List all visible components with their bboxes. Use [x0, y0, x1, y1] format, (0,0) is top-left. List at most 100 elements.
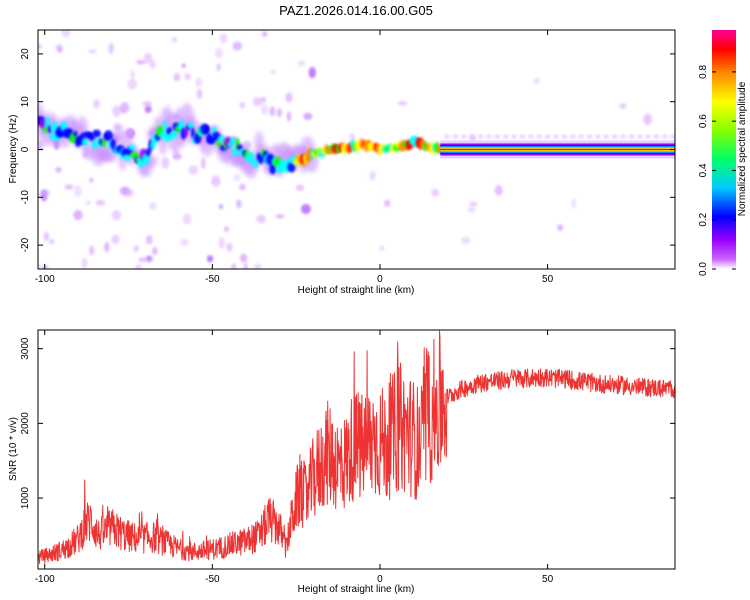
- figure-title: PAZ1.2026.014.16.00.G05: [279, 3, 433, 18]
- snr-xlabel: Height of straight line (km): [298, 584, 415, 595]
- noise-blob: [670, 134, 675, 139]
- noise-blob: [594, 134, 601, 139]
- noise-blob: [216, 63, 221, 72]
- noise-blob: [161, 157, 170, 169]
- noise-blob: [218, 203, 224, 210]
- snr-xtick-label: -100: [35, 574, 55, 585]
- noise-blob: [485, 134, 492, 139]
- noise-blob: [144, 105, 152, 114]
- snr-ytick-label: 2000: [20, 412, 31, 435]
- noise-blob: [297, 60, 306, 67]
- snr-axes: -100 -50 0 50 1000 2000 3000: [20, 330, 675, 585]
- ridge-blob: [217, 135, 225, 143]
- ridge-blob: [129, 151, 139, 159]
- noise-blob: [235, 199, 242, 209]
- noise-blob: [215, 47, 224, 59]
- noise-blob: [444, 134, 451, 139]
- spectrogram-ytick-label: 0: [20, 146, 31, 152]
- noise-blob: [276, 108, 282, 118]
- colorbar-tick-label: 0.6: [698, 114, 709, 128]
- noise-blob: [135, 264, 142, 269]
- spectrogram-ytick-label: 10: [20, 96, 31, 108]
- spectrogram-xtick-label: 0: [377, 274, 383, 285]
- halo-blob: [103, 149, 117, 163]
- noise-blob: [494, 134, 501, 139]
- noise-blob: [130, 70, 135, 80]
- ridge-blob: [142, 153, 150, 166]
- noise-blob: [369, 170, 376, 181]
- noise-blob: [561, 134, 568, 139]
- colorbar: 0.0 0.2 0.4 0.6 0.8 Normalized spectral ampl…: [698, 30, 748, 276]
- noise-blob: [544, 134, 551, 139]
- noise-blob: [85, 200, 92, 206]
- noise-blob: [628, 134, 635, 139]
- noise-blob: [149, 202, 157, 210]
- ridge-blob: [287, 162, 296, 173]
- noise-blob: [88, 49, 97, 54]
- ridge-blob: [122, 154, 132, 161]
- spectrogram-ylabel: Frequency (Hz): [8, 115, 19, 184]
- noise-blob: [557, 224, 564, 232]
- noise-blob: [41, 264, 49, 269]
- ridge-blob: [204, 124, 210, 134]
- snr-xtick-label: -50: [205, 574, 220, 585]
- noise-blob: [112, 105, 122, 117]
- noise-blob: [145, 255, 153, 262]
- noise-blob: [142, 101, 152, 107]
- noise-blob: [38, 44, 43, 49]
- noise-blob: [620, 134, 627, 139]
- noise-blob: [243, 262, 248, 269]
- noise-blob: [149, 59, 157, 69]
- noise-blob: [119, 102, 130, 114]
- colorbar-tick-label: 0.8: [698, 64, 709, 78]
- noise-blob: [379, 245, 385, 251]
- noise-blob: [173, 72, 181, 82]
- noise-blob: [469, 134, 476, 139]
- noise-blob: [511, 134, 518, 139]
- noise-blob: [182, 213, 192, 225]
- noise-blob: [233, 173, 241, 182]
- noise-blob: [285, 92, 293, 103]
- ridge-blob: [60, 121, 68, 132]
- ridge-blob: [187, 122, 194, 129]
- noise-blob: [619, 103, 627, 109]
- snr-ylabel: SNR (10 * v/v): [8, 417, 19, 481]
- ridge-blob: [92, 129, 102, 138]
- noise-blob: [104, 241, 110, 253]
- snr-ytick-label: 1000: [20, 486, 31, 509]
- noise-blob: [275, 214, 285, 219]
- noise-blob: [145, 234, 153, 245]
- noise-blob: [533, 77, 541, 85]
- noise-blob: [73, 209, 83, 221]
- noise-blob: [578, 134, 585, 139]
- noise-blob: [206, 255, 214, 263]
- ridge-blob: [101, 138, 107, 148]
- snr-ytick-label: 3000: [20, 337, 31, 360]
- colorbar-gradient: [712, 30, 736, 269]
- noise-blob: [397, 101, 408, 106]
- noise-blob: [477, 134, 484, 139]
- noise-blob: [61, 30, 71, 38]
- spectrogram-xlabel: Height of straight line (km): [298, 285, 415, 296]
- noise-blob: [111, 210, 122, 221]
- ridge-blob: [229, 137, 236, 144]
- noise-blob: [431, 188, 439, 197]
- tone-band: [440, 149, 675, 150]
- spectrogram-xtick-label: -100: [35, 274, 55, 285]
- spectrogram-ytick-label: 20: [20, 48, 31, 60]
- ridge-blob: [110, 138, 116, 150]
- noise-blob: [196, 88, 203, 100]
- ridge-blob: [162, 120, 167, 131]
- noise-blob: [108, 42, 114, 54]
- noise-blob: [171, 36, 178, 43]
- noise-blob: [188, 165, 199, 175]
- noise-blob: [452, 134, 459, 139]
- noise-blob: [64, 184, 74, 190]
- noise-blob: [218, 237, 225, 249]
- noise-blob: [502, 134, 509, 139]
- spectrogram-xtick-label: -50: [205, 274, 220, 285]
- noise-blob: [43, 231, 50, 242]
- colorbar-ticks: 0.0 0.2 0.4 0.6 0.8: [698, 64, 736, 276]
- noise-blob: [636, 134, 643, 139]
